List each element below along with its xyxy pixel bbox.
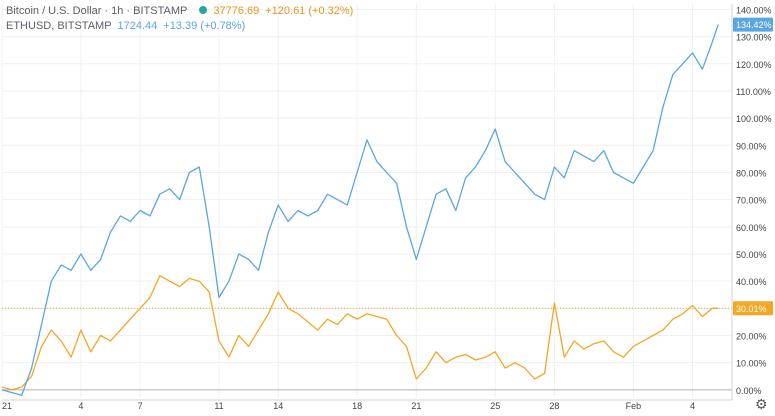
axes: 140.00%130.00%120.00%110.00%100.00%90.00… — [2, 4, 773, 411]
x-tick-label: 21 — [411, 401, 421, 411]
last-value-tag-eth — [733, 17, 773, 32]
y-tick-label: 20.00% — [736, 332, 767, 342]
y-tick-label: 110.00% — [736, 87, 771, 97]
last-value-tag-btc — [733, 301, 773, 316]
x-tick-label: Feb — [626, 401, 642, 411]
x-tick-label: 4 — [690, 401, 695, 411]
y-tick-label: 80.00% — [736, 168, 767, 178]
last-value-label-btc: 30.01% — [736, 304, 767, 314]
last-value-label-eth: 134.42% — [736, 20, 772, 30]
series-layer — [1, 24, 732, 396]
x-tick-label: 28 — [549, 401, 559, 411]
x-tick-label: 7 — [138, 401, 143, 411]
y-tick-label: 50.00% — [736, 250, 767, 260]
y-tick-label: 100.00% — [736, 114, 772, 124]
series-line-eth — [1, 24, 719, 396]
legend-btc[interactable]: Bitcoin / U.S. Dollar · 1h · BITSTAMP 377… — [6, 4, 359, 18]
y-tick-label: 120.00% — [736, 60, 772, 70]
btc-price: 37776.69 — [213, 5, 260, 17]
x-tick-label: 14 — [273, 401, 283, 411]
eth-price: 1724.44 — [117, 20, 158, 32]
x-tick-label: 4 — [78, 401, 83, 411]
y-tick-label: 40.00% — [736, 277, 767, 287]
legend-eth[interactable]: ETHUSD, BITSTAMP 1724.44 +13.39 (+0.78%) — [6, 19, 251, 33]
eth-change: +13.39 (+0.78%) — [163, 20, 246, 32]
y-tick-label: 90.00% — [736, 141, 767, 151]
btc-title: Bitcoin / U.S. Dollar · 1h · BITSTAMP — [6, 5, 188, 17]
x-tick-label: 11 — [214, 401, 223, 411]
grid — [1, 4, 732, 398]
gear-icon[interactable]: ⚙ — [755, 396, 768, 412]
y-tick-label: 70.00% — [736, 196, 767, 206]
x-tick-label: 21 — [2, 401, 12, 411]
y-tick-label: 130.00% — [736, 33, 772, 43]
x-tick-label: 18 — [352, 401, 362, 411]
series-line-btc — [1, 275, 719, 391]
btc-change: +120.61 (+0.32%) — [265, 5, 354, 17]
eth-title: ETHUSD, BITSTAMP — [6, 20, 112, 32]
x-tick-label: 25 — [490, 401, 500, 411]
y-tick-label: 60.00% — [736, 223, 767, 233]
y-tick-label: 140.00% — [736, 5, 772, 15]
dot-icon — [199, 6, 208, 14]
y-tick-label: 0.00% — [736, 386, 762, 396]
y-tick-label: 10.00% — [736, 359, 767, 369]
